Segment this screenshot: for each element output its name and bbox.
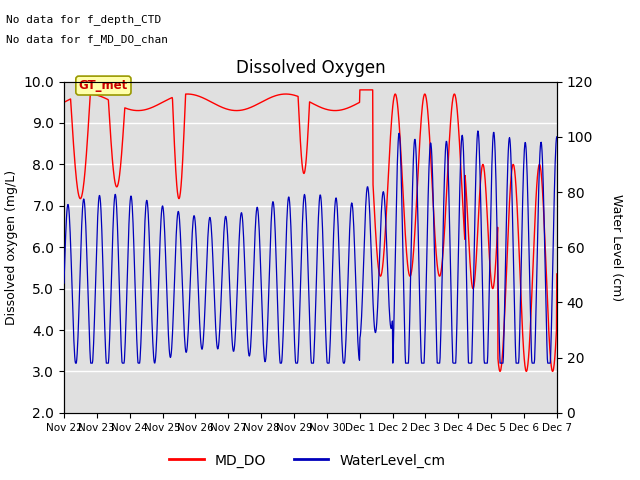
Title: Dissolved Oxygen: Dissolved Oxygen [236,59,385,77]
Legend: MD_DO, WaterLevel_cm: MD_DO, WaterLevel_cm [163,448,451,473]
Y-axis label: Water Level (cm): Water Level (cm) [609,193,623,301]
Text: No data for f_depth_CTD: No data for f_depth_CTD [6,14,162,25]
Text: No data for f_MD_DO_chan: No data for f_MD_DO_chan [6,34,168,45]
Y-axis label: Dissolved oxygen (mg/L): Dissolved oxygen (mg/L) [5,169,18,325]
Text: GT_met: GT_met [79,79,128,92]
